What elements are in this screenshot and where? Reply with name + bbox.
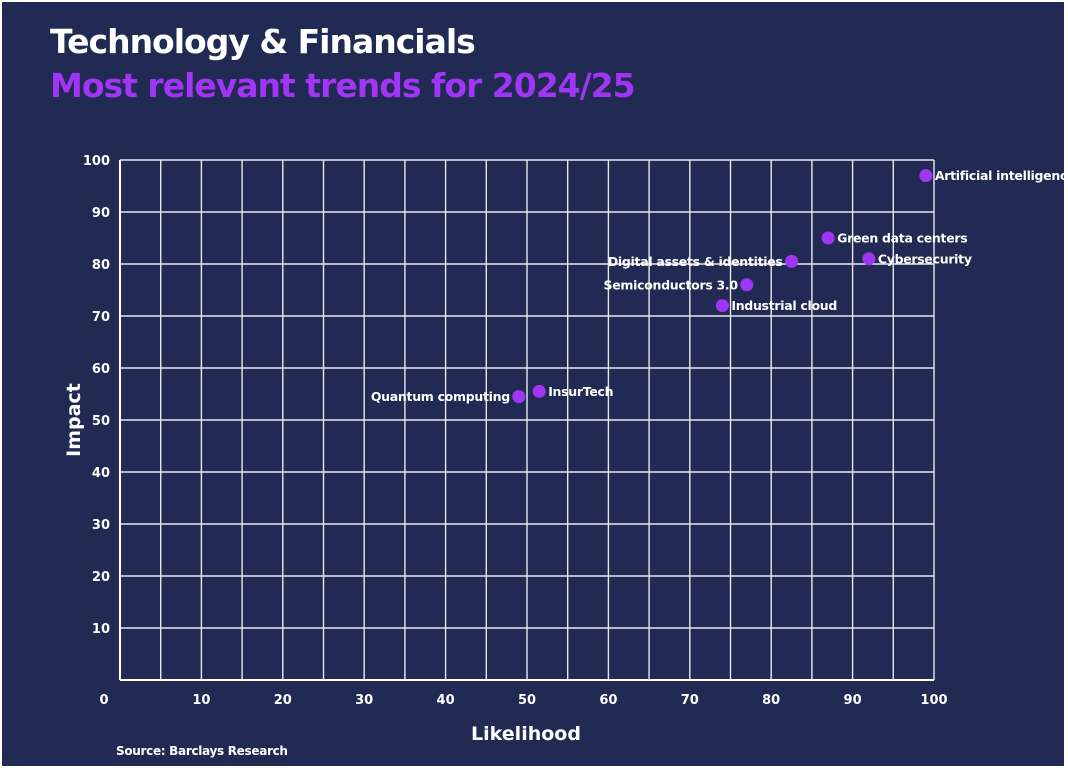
y-tick-label: 10	[92, 622, 110, 637]
x-tick-label: 30	[355, 693, 373, 708]
data-point	[862, 252, 876, 266]
axes	[119, 160, 934, 681]
y-tick-label: 60	[92, 362, 110, 377]
tick-labels: 0 10 20 30 40 50 60 70 80 90 100 10 20 30 40 50 60 70 80 90…	[83, 154, 948, 708]
x-tick-label: 90	[844, 693, 862, 708]
x-tick-label: 50	[518, 693, 536, 708]
data-point-label: Cybersecurity	[878, 251, 972, 266]
chart-title: Technology & Financials	[50, 22, 476, 61]
y-tick-label: 70	[92, 310, 110, 325]
data-point-label: Green data centers	[837, 231, 967, 246]
x-tick-label: 60	[599, 693, 617, 708]
x-tick-label: 0	[99, 693, 108, 708]
data-point-label: InsurTech	[548, 384, 613, 399]
y-tick-label: 100	[83, 154, 110, 169]
y-tick-label: 30	[92, 518, 110, 533]
x-tick-label: 20	[274, 693, 292, 708]
data-point	[740, 278, 754, 292]
data-point	[512, 390, 526, 404]
data-point-label: Artificial intelligence	[935, 168, 1064, 183]
data-point-label: Industrial cloud	[731, 298, 837, 313]
data-point	[785, 254, 799, 268]
data-point-label: Quantum computing	[371, 389, 510, 404]
y-axis-label: Impact	[63, 383, 85, 457]
y-tick-label: 80	[92, 258, 110, 273]
x-tick-label: 80	[762, 693, 780, 708]
x-tick-label: 70	[681, 693, 699, 708]
x-tick-label: 100	[920, 693, 947, 708]
data-point	[532, 384, 546, 398]
data-point	[919, 169, 933, 183]
chart-subtitle: Most relevant trends for 2024/25	[50, 66, 636, 105]
y-tick-label: 40	[92, 466, 110, 481]
data-point	[821, 231, 835, 245]
data-point-label: Digital assets & identities	[608, 254, 783, 269]
data-points: Artificial intelligence Green data center…	[371, 168, 1064, 404]
source-note: Source: Barclays Research	[116, 744, 288, 758]
y-tick-label: 50	[92, 414, 110, 429]
data-point	[715, 299, 729, 313]
x-tick-label: 10	[192, 693, 210, 708]
data-point-label: Semiconductors 3.0	[604, 277, 739, 292]
y-tick-label: 90	[92, 206, 110, 221]
x-tick-label: 40	[437, 693, 455, 708]
y-tick-label: 20	[92, 570, 110, 585]
x-axis-label: Likelihood	[471, 723, 581, 745]
grid-lines	[120, 159, 935, 680]
